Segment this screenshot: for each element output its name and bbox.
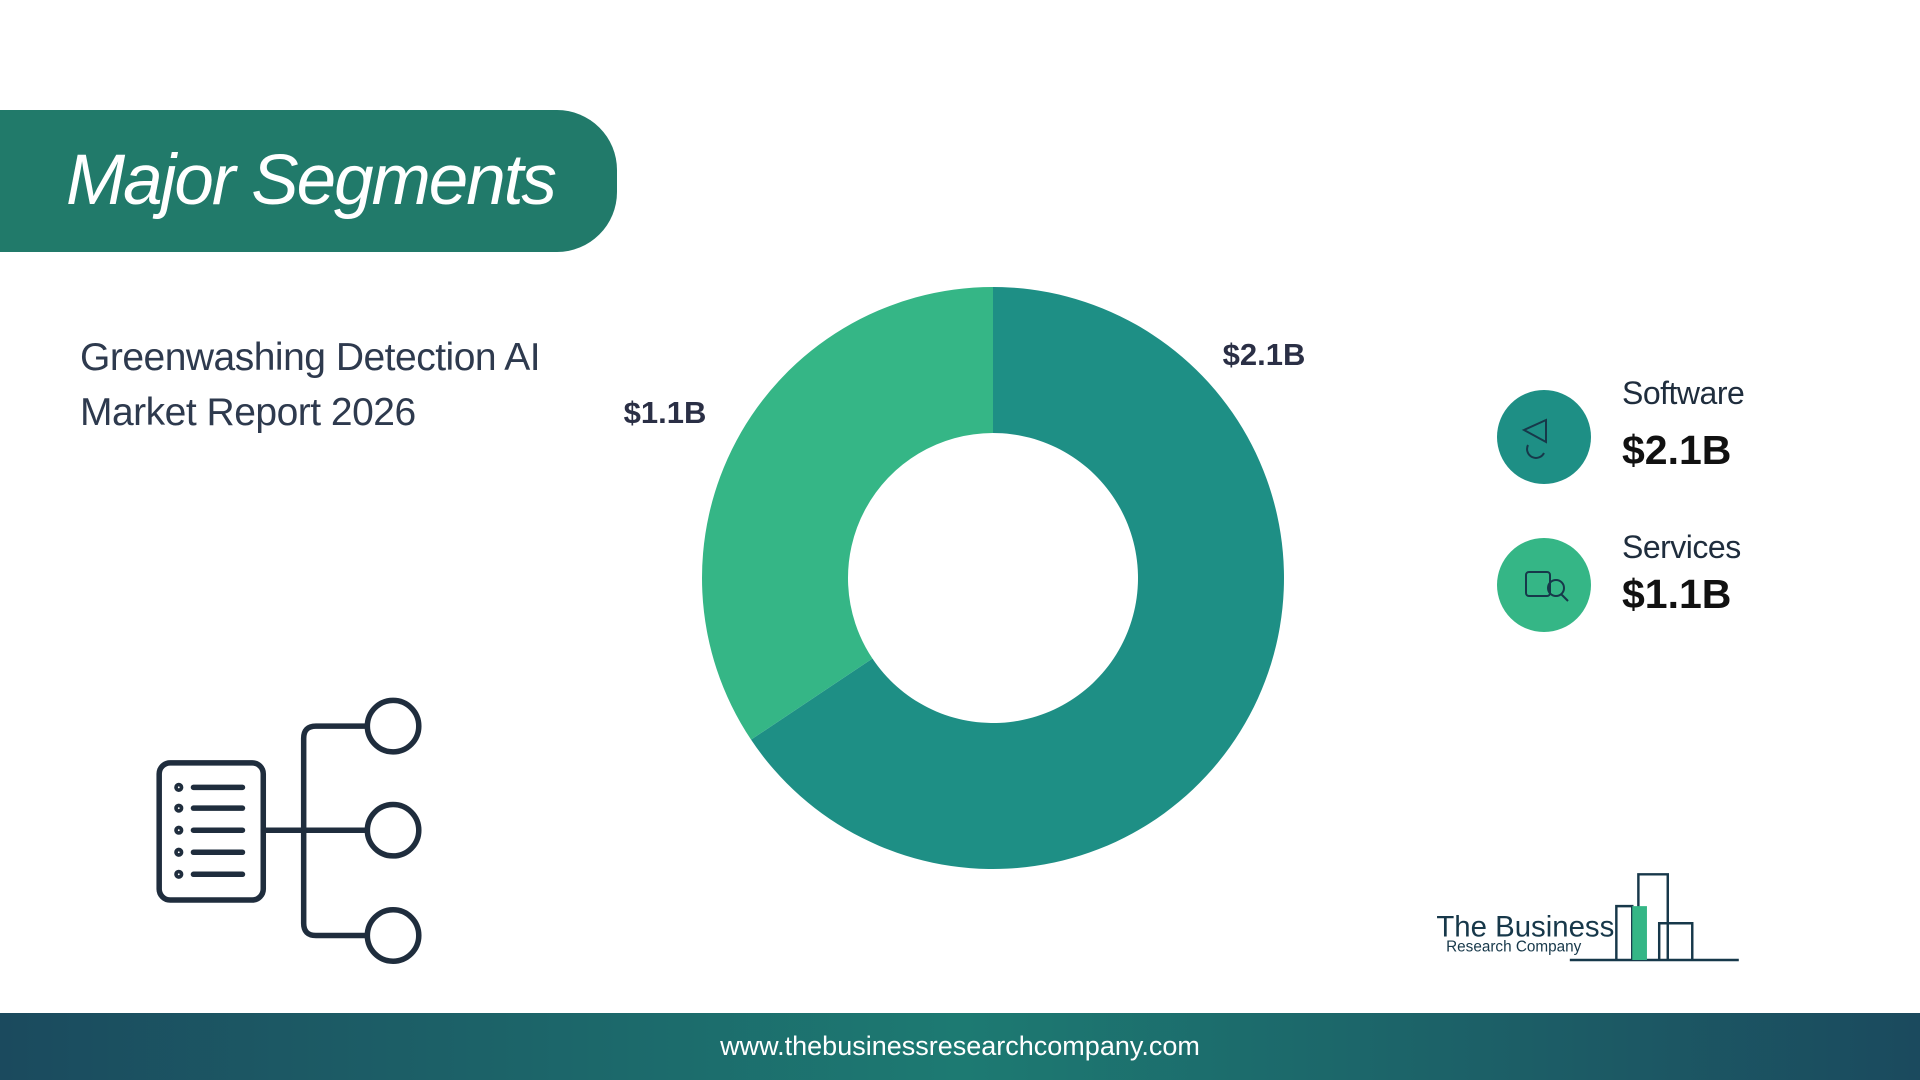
donut-slice: [751, 287, 1284, 870]
donut-slice: [702, 287, 993, 740]
logo-text: Research Company: [1446, 938, 1582, 955]
logo-text: The Business: [1436, 911, 1614, 944]
subtitle: Greenwashing Detection AI Market Report …: [80, 336, 541, 434]
legend-value: $1.1B: [1622, 571, 1731, 617]
header-title: Major Segments: [66, 141, 556, 220]
legend-glyphs: [1521, 418, 1569, 602]
legend-icon: [1497, 390, 1591, 484]
data-label: $2.1B: [1223, 337, 1306, 372]
legend-label: Services: [1622, 529, 1741, 565]
donut-chart: $2.1B $1.1B: [624, 287, 1306, 870]
header-band: [0, 110, 617, 252]
segments-icon: [156, 697, 422, 964]
logo: The Business Research Company: [1436, 873, 1739, 962]
footer-band: [0, 1013, 1920, 1080]
legend-value: $2.1B: [1622, 427, 1731, 473]
data-label: $1.1B: [624, 395, 707, 430]
legend-icon: [1497, 538, 1591, 632]
footer-url: www.thebusinessresearchcompany.com: [719, 1031, 1200, 1061]
legend-label: Software: [1622, 375, 1744, 411]
